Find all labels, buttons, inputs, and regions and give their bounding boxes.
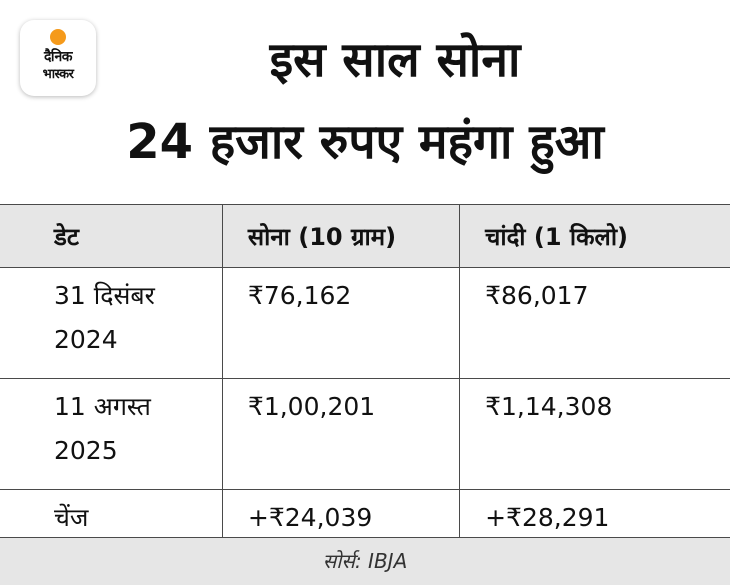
cell-silver: ₹1,14,308 (459, 378, 730, 490)
logo-text-line2: भास्कर (42, 67, 74, 82)
header-silver: चांदी (1 किलो) (459, 204, 730, 268)
header: दैनिक भास्कर इस साल सोना 24 हजार रुपए मह… (0, 0, 730, 204)
sun-icon (50, 29, 66, 45)
header-gold: सोना (10 ग्राम) (221, 204, 460, 268)
price-table: डेट सोना (10 ग्राम) चांदी (1 किलो) 31 दि… (0, 204, 730, 555)
dainik-bhaskar-logo[interactable]: दैनिक भास्कर (20, 20, 96, 96)
logo-text-line1: दैनिक (43, 49, 73, 65)
cell-gold: ₹76,162 (221, 267, 460, 379)
headline-line2: 24 हजार रुपए महंगा हुआ (126, 114, 604, 170)
table-row: 11 अगस्त 2025 ₹1,00,201 ₹1,14,308 (0, 378, 730, 490)
cell-silver: ₹86,017 (459, 267, 730, 379)
table-row: 31 दिसंबर 2024 ₹76,162 ₹86,017 (0, 267, 730, 379)
cell-date: 31 दिसंबर 2024 (0, 267, 223, 379)
header-date: डेट (0, 204, 223, 268)
source-footer: सोर्स: IBJA (0, 537, 730, 585)
cell-gold: ₹1,00,201 (221, 378, 460, 490)
cell-date: 11 अगस्त 2025 (0, 378, 223, 490)
headline-line1: इस साल सोना (269, 32, 521, 88)
table-header-row: डेट सोना (10 ग्राम) चांदी (1 किलो) (0, 204, 730, 268)
